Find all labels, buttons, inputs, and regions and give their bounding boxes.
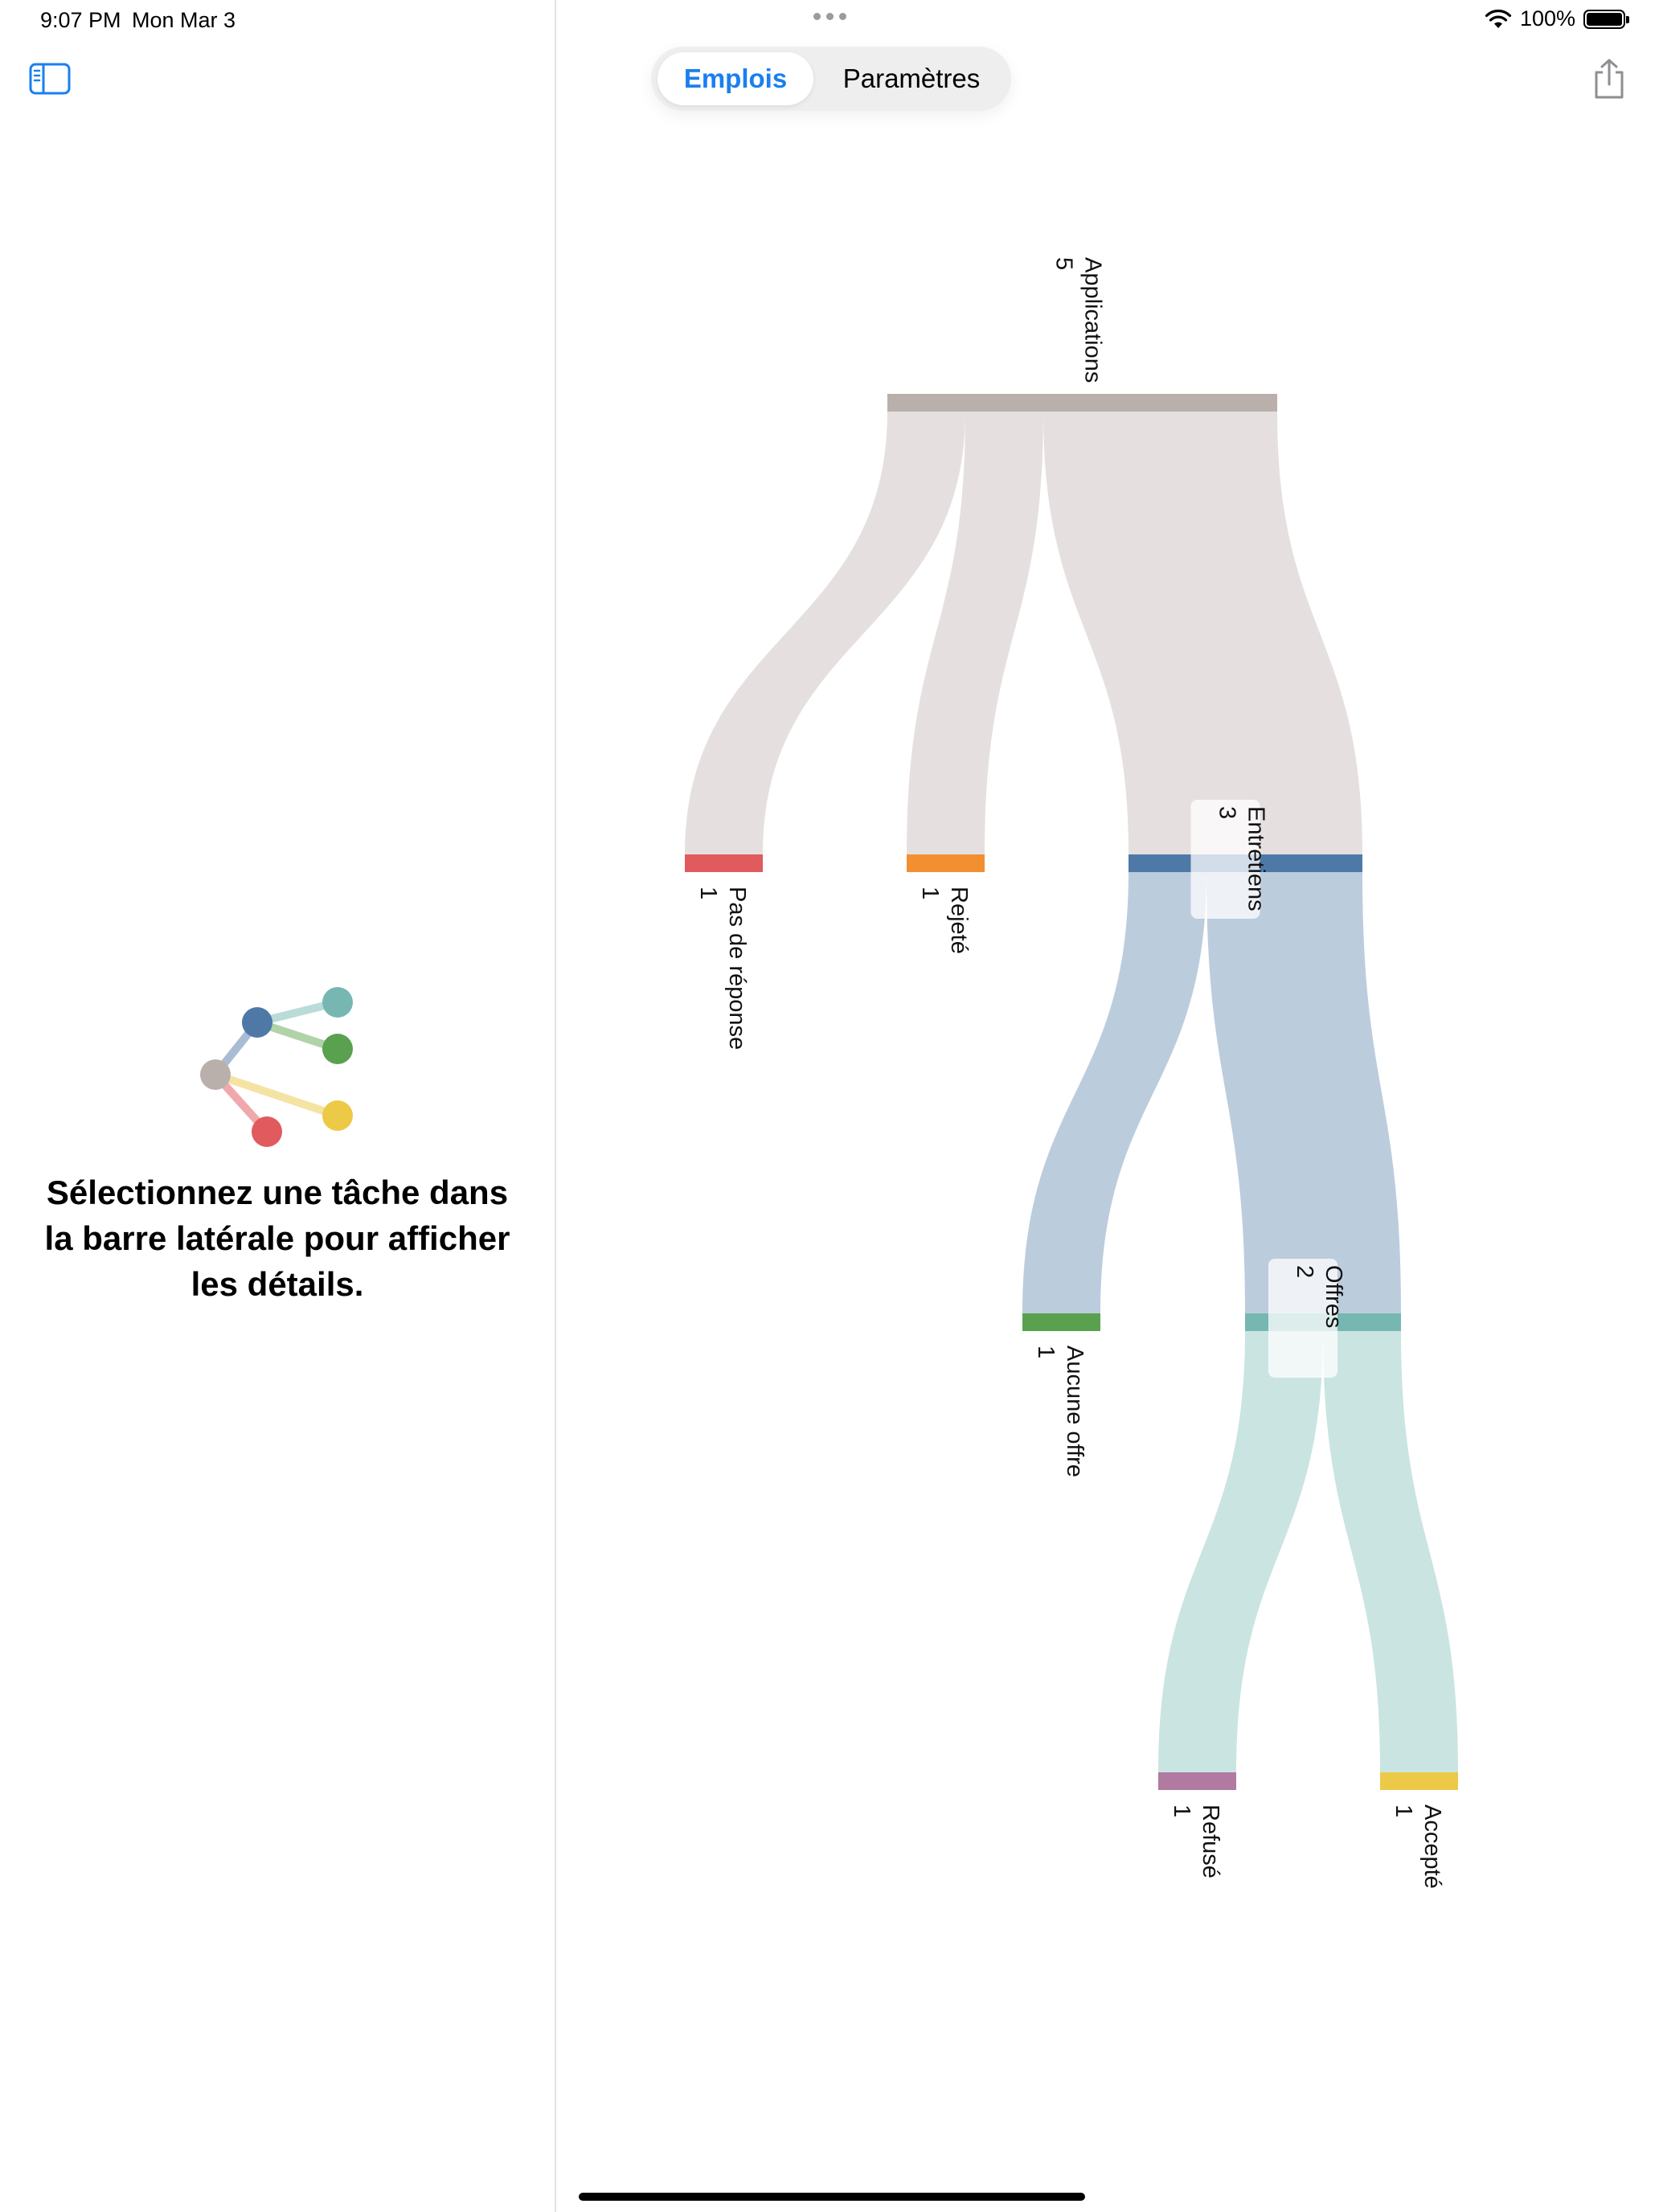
home-indicator bbox=[579, 2193, 1085, 2201]
node-value: 1 bbox=[917, 887, 943, 899]
multitasking-menu[interactable] bbox=[813, 13, 846, 20]
status-date: Mon Mar 3 bbox=[132, 8, 236, 32]
sankey-node-declined[interactable] bbox=[1158, 1772, 1236, 1790]
node-name: Aucune offre bbox=[1062, 1346, 1088, 1477]
node-name: Entretiens bbox=[1243, 806, 1269, 911]
node-name: Applications bbox=[1080, 257, 1106, 383]
node-value: 1 bbox=[1391, 1804, 1416, 1817]
sankey-app-icon bbox=[200, 987, 353, 1147]
node-name: Rejeté bbox=[946, 887, 972, 954]
node-name: Accepté bbox=[1419, 1804, 1445, 1889]
sankey-node-applications[interactable] bbox=[887, 394, 1277, 412]
dot-icon bbox=[839, 13, 846, 20]
sankey-link-applications-interviews bbox=[1043, 412, 1362, 854]
node-name: Pas de réponse bbox=[724, 887, 750, 1050]
node-name: Offres bbox=[1321, 1265, 1346, 1328]
sankey-label-offers: Offres 2 bbox=[1268, 1259, 1346, 1378]
status-time: 9:07 PM bbox=[40, 8, 121, 32]
sankey-node-accepted[interactable] bbox=[1380, 1772, 1458, 1790]
node-value: 1 bbox=[695, 887, 721, 899]
sankey-label-declined: Refusé 1 bbox=[1169, 1804, 1223, 1878]
status-indicators: 100% bbox=[1485, 6, 1629, 31]
sankey-node-no_response[interactable] bbox=[685, 854, 763, 872]
label-background bbox=[1190, 800, 1260, 919]
node-value: 1 bbox=[1033, 1346, 1059, 1358]
sankey-link-applications-no_response bbox=[685, 412, 965, 854]
node-value: 1 bbox=[1169, 1804, 1194, 1817]
node-value: 2 bbox=[1292, 1265, 1317, 1278]
sankey-node-rejected[interactable] bbox=[907, 854, 985, 872]
battery-percent: 100% bbox=[1519, 6, 1575, 31]
wifi-icon bbox=[1485, 9, 1512, 28]
node-name: Refusé bbox=[1198, 1804, 1223, 1878]
segmented-control: Emplois Paramètres bbox=[651, 47, 1011, 111]
sankey-link-offers-accepted bbox=[1323, 1331, 1458, 1772]
empty-state-message: Sélectionnez une tâche dans la barre lat… bbox=[44, 1174, 510, 1303]
node-value: 3 bbox=[1215, 806, 1240, 819]
sankey-node-no_offer[interactable] bbox=[1022, 1313, 1100, 1331]
tab-emplois[interactable]: Emplois bbox=[657, 52, 813, 105]
share-icon[interactable] bbox=[1591, 58, 1627, 100]
split-divider bbox=[555, 0, 556, 2212]
dot-icon bbox=[813, 13, 821, 20]
node-value: 5 bbox=[1051, 257, 1077, 270]
label-background bbox=[1268, 1259, 1337, 1378]
dot-icon bbox=[826, 13, 834, 20]
sankey-link-offers-declined bbox=[1158, 1331, 1323, 1772]
sankey-link-interviews-offers bbox=[1206, 872, 1401, 1313]
sankey-link-applications-rejected bbox=[907, 412, 1043, 854]
sankey-link-interviews-no_offer bbox=[1022, 872, 1206, 1313]
sidebar-toggle-icon[interactable] bbox=[29, 63, 71, 95]
battery-icon bbox=[1583, 9, 1629, 29]
tab-parametres[interactable]: Paramètres bbox=[842, 63, 981, 93]
